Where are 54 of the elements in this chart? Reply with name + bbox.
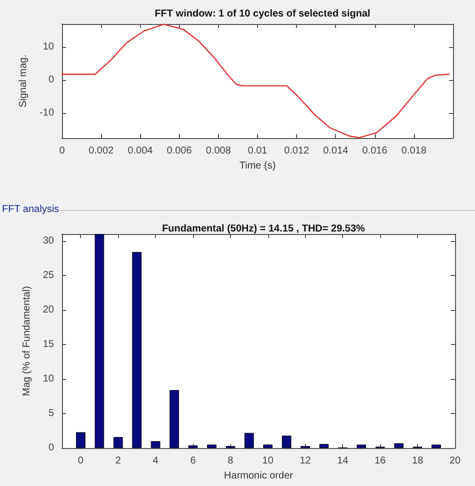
- y-tick-label: 20: [42, 304, 54, 316]
- bar: [170, 390, 179, 448]
- x-tick-label: 0.008: [206, 146, 232, 156]
- bar: [113, 437, 123, 448]
- bar: [263, 444, 273, 448]
- x-tick-label: 0.002: [88, 146, 114, 156]
- y-tick-label: 10: [42, 374, 54, 385]
- bar: [76, 432, 86, 448]
- x-tick-label: 20: [449, 456, 461, 467]
- x-tick-label: 0.012: [284, 146, 310, 156]
- chart-title: Fundamental (50Hz) = 14.15 , THD= 29.53%: [162, 224, 366, 234]
- bar: [207, 444, 216, 448]
- line-series: [61, 24, 450, 138]
- y-axis-title: Signal mag.: [18, 54, 30, 108]
- x-tick-label: 8: [228, 456, 234, 467]
- x-tick-label: 16: [374, 456, 386, 467]
- y-axis-title: Mag (% of Fundamental): [21, 286, 32, 396]
- y-tick-label: -10: [40, 108, 54, 119]
- bar: [356, 444, 366, 448]
- bar: [132, 252, 142, 448]
- x-tick-label: 18: [412, 456, 424, 467]
- y-tick-label: 10: [42, 42, 54, 53]
- y-tick-label: 0: [48, 442, 54, 454]
- x-tick-label: 0.006: [166, 146, 192, 156]
- bar: [432, 444, 441, 448]
- x-tick-label: 12: [300, 456, 312, 467]
- x-tick-label: 0.004: [128, 146, 154, 156]
- x-axis-title: Time (s): [239, 160, 276, 172]
- x-axis-title: Harmonic order: [224, 470, 294, 482]
- x-tick-label: 6: [190, 456, 196, 467]
- x-tick-label: 0.01: [248, 146, 268, 156]
- x-tick-label: 10: [262, 456, 274, 467]
- x-tick-label: 0.016: [362, 146, 388, 156]
- x-tick-label: 0.014: [323, 146, 349, 156]
- x-tick-label: 0: [59, 146, 66, 156]
- x-tick-label: 2: [115, 456, 122, 467]
- bar: [394, 443, 404, 448]
- bar: [188, 445, 198, 448]
- bar: [94, 234, 104, 448]
- x-tick-label: 0.018: [401, 146, 427, 156]
- bar: [244, 432, 254, 448]
- bar: [150, 441, 160, 448]
- y-tick-label: 25: [42, 270, 54, 281]
- x-tick-label: 4: [152, 456, 159, 467]
- y-tick-label: 15: [42, 339, 54, 350]
- chart-title: FFT window: 1 of 10 cycles of selected signal: [154, 8, 371, 20]
- y-tick-label: 30: [42, 235, 54, 246]
- text: FFT analysis: [2, 204, 60, 215]
- bar: [319, 444, 329, 448]
- x-tick-label: 0: [78, 456, 84, 467]
- x-tick-label: 14: [337, 456, 349, 467]
- y-tick-label: 5: [48, 408, 54, 420]
- y-tick-label: 0: [48, 74, 54, 86]
- bar: [282, 436, 292, 448]
